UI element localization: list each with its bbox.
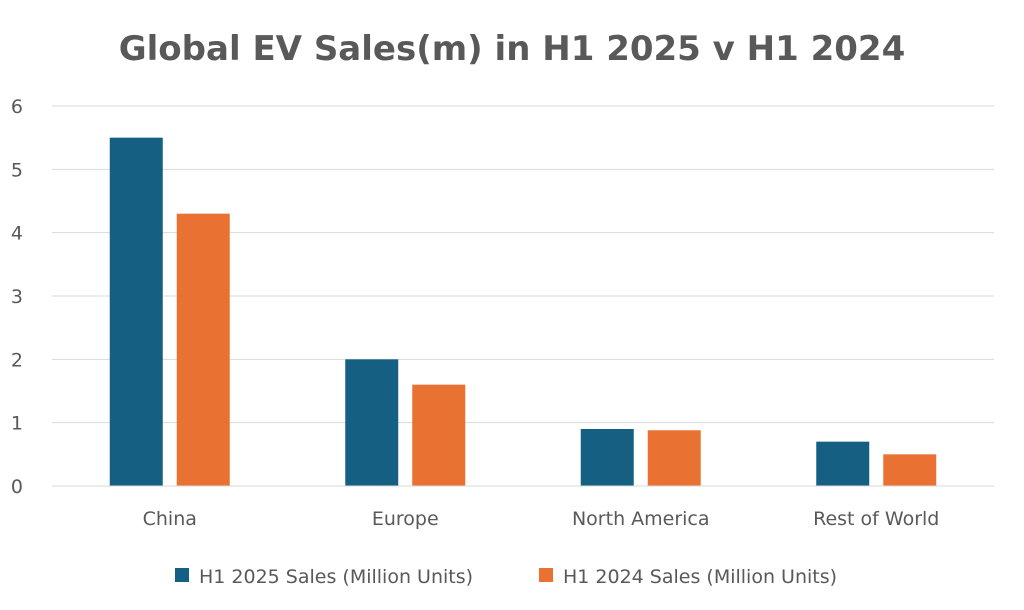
chart-title: Global EV Sales(m) in H1 2025 v H1 2024 [119,29,905,69]
y-tick-label: 4 [11,223,23,245]
legend: H1 2025 Sales (Million Units) H1 2024 Sal… [175,566,837,588]
legend-swatch [175,568,189,582]
bar-h1-2025 [580,429,634,486]
bar-h1-2025 [345,359,399,486]
x-axis-categories: China Europe North America Rest of World [143,508,940,530]
y-tick-label: 0 [11,476,23,498]
x-category-label: Rest of World [813,508,939,530]
bars [109,137,937,486]
x-category-label: Europe [372,508,439,530]
x-category-label: North America [572,508,710,530]
x-category-label: China [143,508,197,530]
bar-h1-2025 [816,441,870,486]
bar-h1-2024 [412,384,466,486]
legend-label: H1 2024 Sales (Million Units) [563,566,837,588]
legend-swatch [539,568,553,582]
bar-h1-2024 [883,454,937,486]
y-tick-label: 5 [11,159,23,181]
y-tick-label: 3 [11,286,23,308]
y-tick-label: 1 [11,413,23,435]
bar-h1-2025 [109,137,163,486]
bar-h1-2024 [647,430,701,486]
y-tick-label: 2 [11,349,23,371]
legend-label: H1 2025 Sales (Million Units) [199,566,473,588]
bar-h1-2024 [176,213,230,486]
y-axis-ticks: 0 1 2 3 4 5 6 [11,96,23,498]
y-tick-label: 6 [11,96,23,118]
